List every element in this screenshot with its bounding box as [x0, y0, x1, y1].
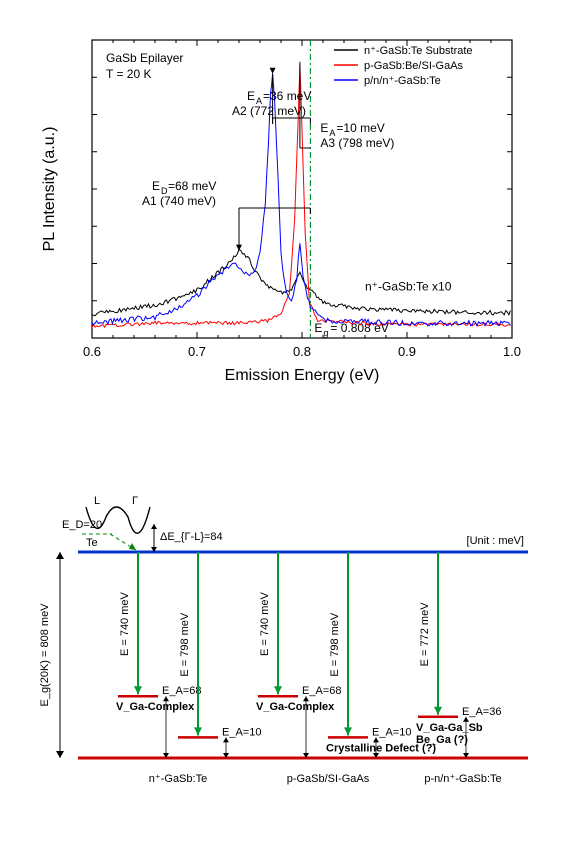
svg-text:E_A=10: E_A=10 — [222, 726, 261, 738]
svg-text:E_A=68: E_A=68 — [302, 685, 341, 697]
svg-text:p-GaSb:Be/SI-GaAs: p-GaSb:Be/SI-GaAs — [364, 60, 464, 72]
svg-text:[Unit : meV]: [Unit : meV] — [467, 535, 524, 547]
svg-text:n⁺-GaSb:Te x10: n⁺-GaSb:Te x10 — [365, 279, 452, 293]
svg-text:Be_Ga (?): Be_Ga (?) — [416, 734, 468, 746]
svg-text:E: E — [320, 121, 328, 135]
svg-text:T = 20 K: T = 20 K — [106, 67, 151, 81]
svg-text:0.7: 0.7 — [188, 344, 206, 359]
svg-text:Emission Energy (eV): Emission Energy (eV) — [225, 367, 380, 384]
pl-spectrum-chart: 0.6 0.7 0.8 0.9 1.0 Emission Energy (eV) PL In… — [30, 20, 530, 400]
svg-text:E_A=68: E_A=68 — [162, 685, 201, 697]
svg-text:0.9: 0.9 — [398, 344, 416, 359]
svg-text:E = 740 meV: E = 740 meV — [259, 591, 271, 656]
svg-text:E_g(20K) = 808 meV: E_g(20K) = 808 meV — [39, 603, 51, 707]
svg-text:0.6: 0.6 — [83, 344, 101, 359]
svg-text:PL Intensity (a.u.): PL Intensity (a.u.) — [41, 127, 58, 252]
svg-text:=10 meV: =10 meV — [336, 121, 384, 135]
svg-text:A3 (798 meV): A3 (798 meV) — [320, 136, 394, 150]
svg-text:ΔE_{Γ-L}=84: ΔE_{Γ-L}=84 — [160, 531, 223, 543]
svg-text:L: L — [94, 495, 100, 507]
svg-text:p-GaSb/SI-GaAs: p-GaSb/SI-GaAs — [287, 773, 370, 785]
svg-text:A2 (772 meV): A2 (772 meV) — [232, 104, 306, 118]
svg-text:Γ: Γ — [132, 495, 138, 507]
svg-text:E: E — [247, 89, 255, 103]
svg-text:GaSb Epilayer: GaSb Epilayer — [106, 51, 183, 65]
svg-text:A1 (740 meV): A1 (740 meV) — [142, 194, 216, 208]
svg-text:E_A=36: E_A=36 — [462, 706, 501, 718]
energy-level-diagram: E_g(20K) = 808 meV [Unit : meV] L Γ E_D=20 Te… — [30, 480, 540, 810]
svg-text:V_Ga-Complex: V_Ga-Complex — [116, 701, 195, 713]
svg-text:g: g — [323, 328, 328, 338]
svg-text:E_A=10: E_A=10 — [372, 726, 411, 738]
svg-text:E = 798 meV: E = 798 meV — [179, 612, 191, 677]
svg-text:V_Ga-Ga_Sb: V_Ga-Ga_Sb — [416, 722, 483, 734]
svg-text:=36 meV: =36 meV — [263, 89, 311, 103]
svg-text:E = 740 meV: E = 740 meV — [119, 591, 131, 656]
svg-text:E = 772 meV: E = 772 meV — [419, 602, 431, 667]
svg-text:E_D=20: E_D=20 — [62, 519, 102, 531]
svg-text:n⁺-GaSb:Te: n⁺-GaSb:Te — [149, 773, 207, 785]
svg-text:=68 meV: =68 meV — [168, 179, 216, 193]
svg-text:p/n/n⁺-GaSb:Te: p/n/n⁺-GaSb:Te — [364, 75, 441, 87]
svg-text:E = 798 meV: E = 798 meV — [329, 612, 341, 677]
svg-text:E: E — [152, 179, 160, 193]
svg-text:V_Ga-Complex: V_Ga-Complex — [256, 701, 335, 713]
svg-text:p-n/n⁺-GaSb:Te: p-n/n⁺-GaSb:Te — [424, 773, 501, 785]
svg-text:1.0: 1.0 — [503, 344, 521, 359]
svg-text:0.8: 0.8 — [293, 344, 311, 359]
svg-text:= 0.808 eV: = 0.808 eV — [330, 321, 388, 335]
svg-text:E: E — [314, 321, 322, 335]
svg-text:n⁺-GaSb:Te Substrate: n⁺-GaSb:Te Substrate — [364, 45, 473, 57]
svg-text:Te: Te — [86, 537, 98, 549]
